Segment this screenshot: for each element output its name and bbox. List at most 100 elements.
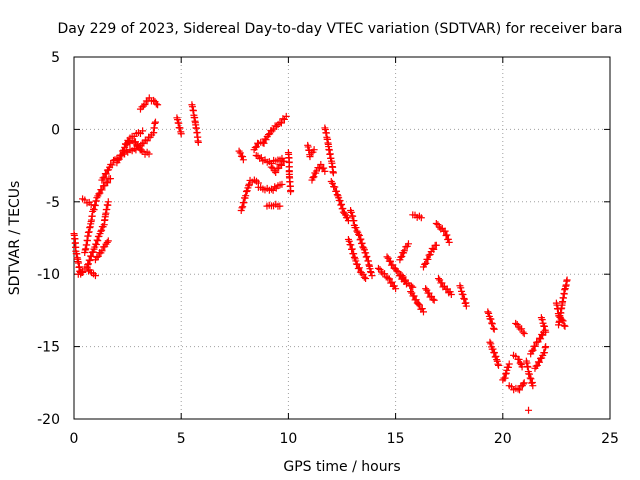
data-point [529, 346, 537, 354]
data-point [409, 283, 417, 291]
data-point [309, 174, 317, 182]
data-point [356, 236, 364, 244]
data-point [538, 316, 546, 324]
y-tick-label: -20 [37, 412, 60, 428]
data-point [117, 151, 125, 159]
data-point [539, 331, 547, 339]
data-point [434, 275, 442, 283]
data-point [97, 227, 105, 235]
data-point [400, 247, 408, 255]
data-point [243, 187, 251, 195]
data-point [152, 100, 160, 108]
data-point [404, 240, 412, 248]
data-point [492, 352, 500, 360]
data-point [310, 146, 318, 154]
data-point [355, 264, 363, 272]
data-point [257, 154, 265, 162]
data-point [245, 182, 253, 190]
data-point [501, 374, 509, 382]
data-point [150, 96, 158, 104]
data-point [278, 161, 286, 169]
data-point [426, 250, 434, 258]
data-point [282, 112, 290, 120]
data-point [84, 260, 92, 268]
data-point [386, 257, 394, 265]
data-point [87, 253, 95, 261]
data-point [493, 356, 501, 364]
data-point [422, 285, 430, 293]
data-point [418, 305, 426, 313]
data-point [381, 270, 389, 278]
data-point [419, 308, 427, 316]
data-point [415, 301, 423, 309]
data-point [177, 130, 185, 138]
data-point [267, 163, 275, 171]
data-point [505, 360, 513, 368]
data-point [327, 154, 335, 162]
data-point [131, 138, 139, 146]
plot-frame [73, 56, 611, 420]
data-point [106, 175, 114, 183]
data-point [526, 374, 534, 382]
data-point [512, 319, 520, 327]
data-point [333, 187, 341, 195]
data-point [504, 363, 512, 371]
data-point [374, 264, 382, 272]
data-point [93, 253, 101, 261]
data-point [98, 186, 106, 194]
data-point [141, 100, 149, 108]
data-point [388, 278, 396, 286]
data-point [104, 198, 112, 206]
data-point [238, 204, 246, 212]
data-point [104, 237, 112, 245]
x-tick-label: 10 [279, 431, 297, 447]
data-point [115, 155, 123, 163]
data-point [338, 200, 346, 208]
data-point [422, 259, 430, 267]
data-point [137, 146, 145, 154]
data-point [114, 156, 122, 164]
data-point [357, 235, 365, 243]
data-point [272, 169, 280, 177]
data-point [331, 183, 339, 191]
data-point [462, 302, 470, 310]
data-point [558, 316, 566, 324]
data-point [393, 267, 401, 275]
data-point [355, 231, 363, 239]
data-point [350, 253, 358, 261]
x-tick-label: 20 [494, 431, 512, 447]
data-point [529, 382, 537, 390]
data-point [561, 322, 569, 330]
data-point [487, 315, 495, 323]
data-point [251, 143, 259, 151]
data-point [563, 276, 571, 284]
y-tick-label: 5 [51, 50, 60, 66]
data-point [421, 260, 429, 268]
data-point [174, 116, 182, 124]
data-point [412, 296, 420, 304]
data-point [392, 285, 400, 293]
data-point [417, 214, 425, 222]
data-point [367, 269, 375, 277]
data-point [287, 188, 295, 196]
data-point [407, 288, 415, 296]
data-point [445, 238, 453, 246]
data-marks [70, 94, 571, 414]
data-point [389, 261, 397, 269]
data-point [542, 343, 550, 351]
data-point [358, 269, 366, 277]
data-point [531, 342, 539, 350]
x-tick-label: 25 [601, 431, 619, 447]
data-point [98, 247, 106, 255]
data-point [432, 220, 440, 228]
data-point [490, 325, 498, 333]
data-point [520, 379, 528, 387]
data-point [339, 204, 347, 212]
data-point [91, 272, 99, 280]
data-point [94, 252, 102, 260]
data-point [151, 118, 159, 126]
data-point [489, 324, 497, 332]
data-point [352, 224, 360, 232]
data-point [310, 173, 318, 181]
